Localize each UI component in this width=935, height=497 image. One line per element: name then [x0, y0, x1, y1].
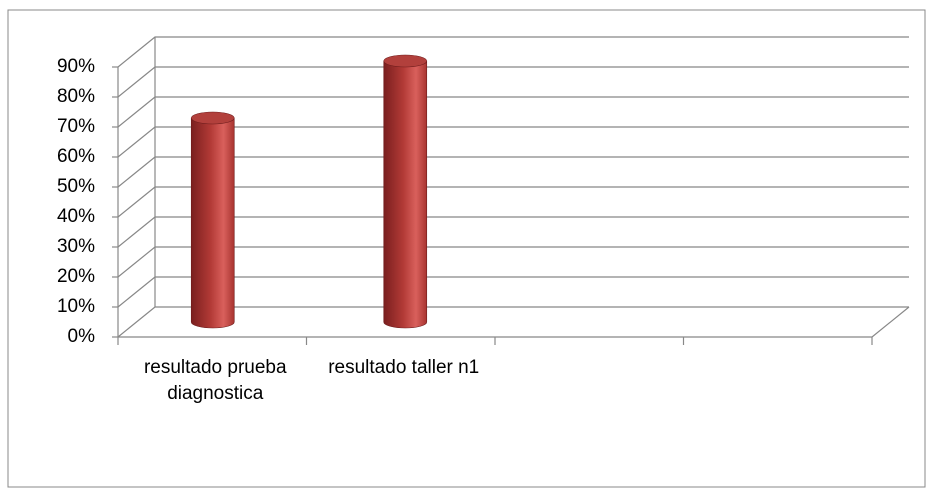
y-tick-label: 90%: [57, 56, 95, 77]
chart-border: [7, 9, 926, 488]
y-tick-label: 60%: [57, 146, 95, 167]
x-tick-label: resultado prueba diagnostica: [143, 357, 287, 404]
grid-line: [117, 216, 909, 248]
grid-line: [117, 186, 909, 218]
grid-line: [117, 246, 909, 278]
bar: [383, 60, 428, 329]
grid-line: [117, 156, 909, 188]
grid-line: [117, 306, 909, 338]
bar-top: [190, 111, 235, 125]
y-tick-label: 10%: [57, 296, 95, 317]
y-tick-label: 50%: [57, 176, 95, 197]
bar-top: [383, 54, 428, 68]
y-tick-label: 70%: [57, 116, 95, 137]
grid-line: [117, 66, 909, 98]
grid-line: [117, 126, 909, 158]
y-tick-label: 30%: [57, 236, 95, 257]
y-tick-label: 80%: [57, 86, 95, 107]
floor: [118, 306, 910, 338]
grid-line: [117, 36, 909, 68]
y-tick-label: 20%: [57, 266, 95, 287]
x-tick-label: resultado taller n1: [328, 357, 480, 378]
grid-line: [117, 276, 909, 308]
bar: [190, 117, 235, 329]
y-tick-label: 0%: [68, 326, 96, 347]
grid-line: [117, 96, 909, 128]
y-tick-label: 40%: [57, 206, 95, 227]
